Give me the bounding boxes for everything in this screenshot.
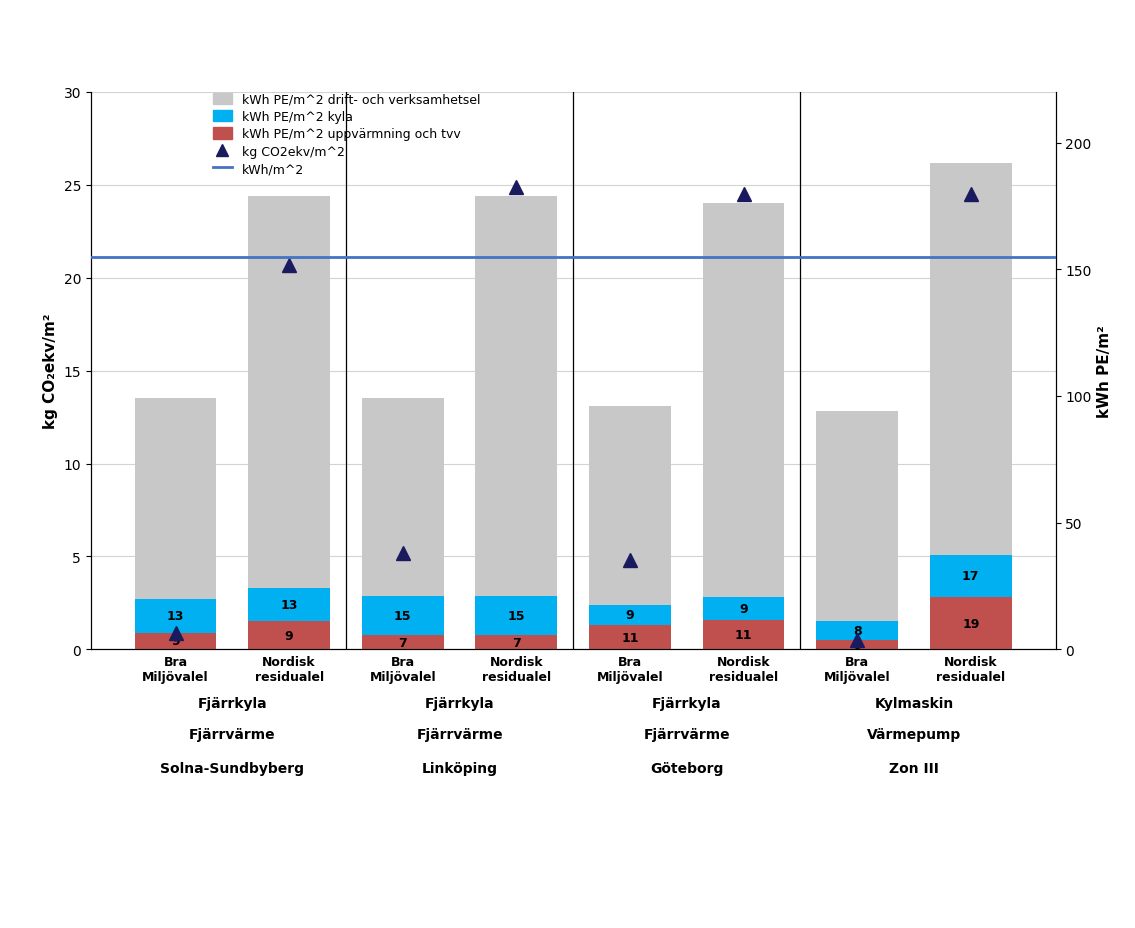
Bar — [703, 598, 784, 620]
Y-axis label: kWh PE/m²: kWh PE/m² — [1098, 325, 1112, 418]
Bar — [589, 605, 671, 625]
Text: Fjärrvärme: Fjärrvärme — [190, 728, 276, 741]
Bar — [135, 599, 217, 633]
Legend: kWh PE/m^2 drift- och verksamhetsel, kWh PE/m^2 kyla, kWh PE/m^2 uppvärmning och: kWh PE/m^2 drift- och verksamhetsel, kWh… — [213, 94, 480, 176]
Bar — [589, 625, 671, 650]
Text: 19: 19 — [962, 617, 980, 630]
Text: 13: 13 — [280, 599, 297, 612]
Bar — [589, 406, 671, 605]
Text: 11: 11 — [621, 631, 639, 644]
Text: 15: 15 — [507, 610, 526, 623]
Text: 7: 7 — [512, 637, 521, 649]
Text: 9: 9 — [739, 602, 748, 615]
Text: 8: 8 — [852, 625, 861, 638]
Text: 17: 17 — [962, 570, 980, 583]
Text: Zon III: Zon III — [889, 761, 939, 775]
Y-axis label: kg CO₂ekv/m²: kg CO₂ekv/m² — [43, 314, 58, 429]
Bar — [476, 197, 557, 597]
Text: Fjärrkyla: Fjärrkyla — [651, 696, 722, 710]
Bar — [930, 598, 1011, 650]
Bar — [816, 640, 898, 650]
Text: 13: 13 — [167, 610, 184, 623]
Bar — [249, 622, 330, 650]
Bar — [930, 555, 1011, 598]
Text: 9: 9 — [852, 638, 861, 651]
Bar — [362, 636, 444, 650]
Text: Solna-Sundbyberg: Solna-Sundbyberg — [160, 761, 304, 775]
Text: Kylmaskin: Kylmaskin — [874, 696, 953, 710]
Bar — [476, 597, 557, 636]
Text: 7: 7 — [398, 637, 407, 649]
Text: Värmepump: Värmepump — [867, 728, 961, 741]
Bar — [816, 412, 898, 622]
Text: 9: 9 — [171, 635, 179, 648]
Text: 9: 9 — [285, 629, 294, 642]
Text: 9: 9 — [625, 609, 634, 622]
Bar — [476, 636, 557, 650]
Bar — [703, 620, 784, 650]
Text: 15: 15 — [394, 610, 412, 623]
Bar — [362, 399, 444, 597]
Text: Göteborg: Göteborg — [650, 761, 723, 775]
Text: Fjärrvärme: Fjärrvärme — [417, 728, 503, 741]
Bar — [135, 399, 217, 599]
Text: Fjärrvärme: Fjärrvärme — [644, 728, 730, 741]
Bar — [135, 633, 217, 650]
Text: 11: 11 — [734, 628, 753, 641]
Bar — [703, 204, 784, 598]
Text: Linköping: Linköping — [421, 761, 497, 775]
Text: Fjärrkyla: Fjärrkyla — [424, 696, 495, 710]
Bar — [930, 163, 1011, 555]
Bar — [362, 597, 444, 636]
Bar — [249, 588, 330, 622]
Text: Fjärrkyla: Fjärrkyla — [197, 696, 267, 710]
Bar — [816, 622, 898, 640]
Bar — [249, 197, 330, 588]
